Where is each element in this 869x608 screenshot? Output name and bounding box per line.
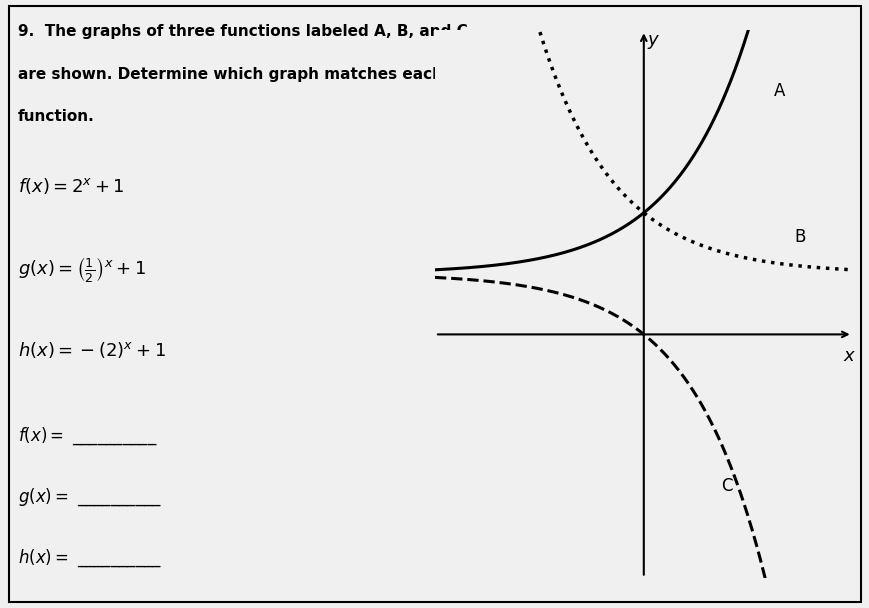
- Text: $h(x) = -(2)^x + 1$: $h(x) = -(2)^x + 1$: [18, 340, 166, 361]
- Text: $g(x) = \left(\frac{1}{2}\right)^x + 1$: $g(x) = \left(\frac{1}{2}\right)^x + 1$: [18, 255, 146, 285]
- Text: are shown. Determine which graph matches each: are shown. Determine which graph matches…: [18, 67, 442, 82]
- Text: x: x: [842, 347, 852, 365]
- Text: B: B: [793, 228, 806, 246]
- Text: A: A: [773, 82, 785, 100]
- Text: y: y: [647, 30, 658, 49]
- Text: function.: function.: [18, 109, 95, 125]
- Text: C: C: [720, 477, 733, 496]
- Text: $f(x) = 2^x + 1$: $f(x) = 2^x + 1$: [18, 176, 124, 196]
- Text: 9.  The graphs of three functions labeled A, B, and C: 9. The graphs of three functions labeled…: [18, 24, 468, 40]
- Text: $g(x) =$ __________: $g(x) =$ __________: [18, 486, 163, 508]
- Text: $f(x) =$ __________: $f(x) =$ __________: [18, 426, 157, 447]
- Text: $h(x) =$ __________: $h(x) =$ __________: [18, 547, 163, 568]
